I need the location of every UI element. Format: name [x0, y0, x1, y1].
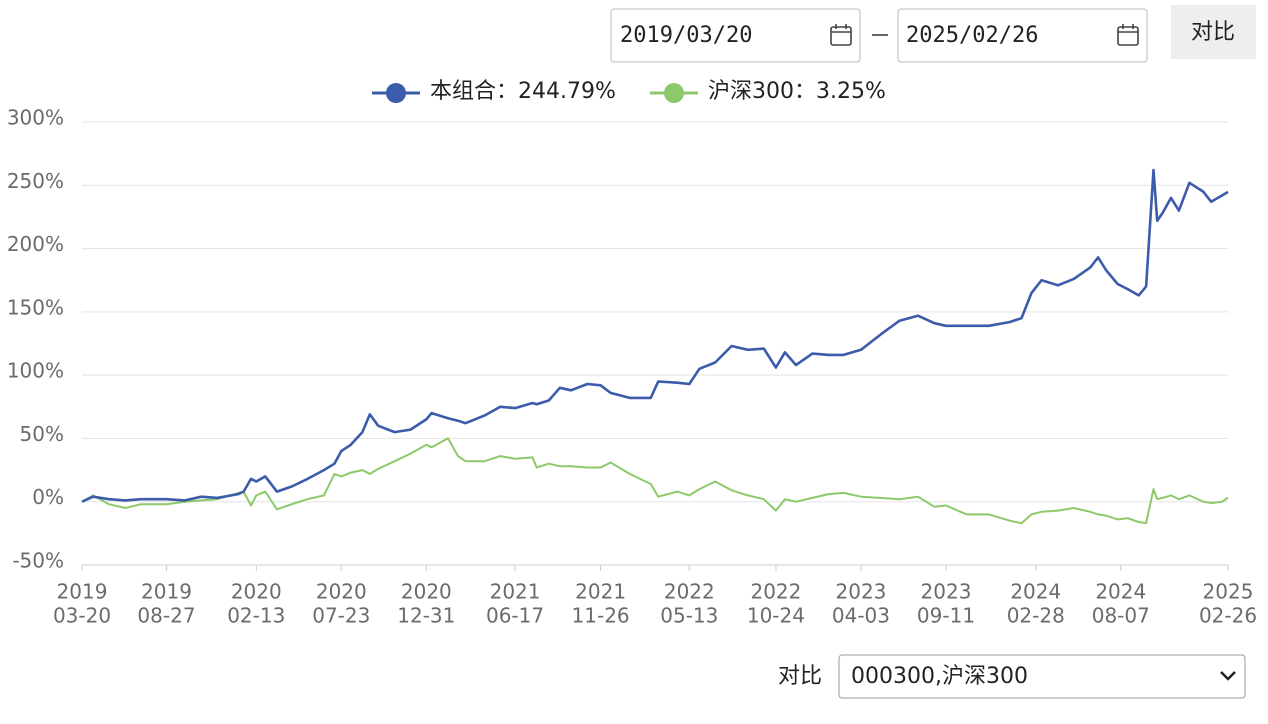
x-tick-label: 05-13 — [660, 604, 718, 628]
legend-label: 沪深300：3.25% — [708, 79, 886, 104]
x-tick-label: 02-28 — [1007, 604, 1065, 628]
y-tick-label: 100% — [7, 359, 64, 383]
compare-button-label: 对比 — [1191, 20, 1235, 45]
y-tick-label: 300% — [7, 106, 64, 130]
x-tick-label: 09-11 — [917, 604, 975, 628]
y-tick-label: 0% — [32, 485, 64, 509]
y-tick-label: 50% — [20, 422, 64, 446]
compare-button[interactable] — [1171, 5, 1256, 59]
x-tick-label: 2020 — [316, 580, 367, 604]
y-tick-label: 250% — [7, 169, 64, 193]
legend-label: 本组合：244.79% — [430, 79, 616, 104]
x-tick-label: 04-03 — [832, 604, 890, 628]
end-date: 2025/02/26 — [906, 23, 1038, 48]
x-tick-label: 2023 — [921, 580, 972, 604]
x-tick-label: 02-26 — [1199, 604, 1257, 628]
x-tick-label: 2025 — [1203, 580, 1254, 604]
x-tick-label: 2022 — [750, 580, 801, 604]
x-tick-label: 06-17 — [486, 604, 544, 628]
x-tick-label: 08-07 — [1092, 604, 1150, 628]
y-tick-label: 150% — [7, 295, 64, 319]
compare-label: 对比 — [778, 664, 822, 689]
x-tick-label: 2019 — [57, 580, 108, 604]
start-date-input[interactable] — [610, 8, 861, 63]
compare-select-value: 000300,沪深300 — [851, 664, 1028, 689]
legend-marker — [664, 83, 684, 103]
x-tick-label: 2020 — [231, 580, 282, 604]
x-tick-label: 2021 — [575, 580, 626, 604]
x-tick-label: 08-27 — [137, 604, 195, 628]
x-tick-label: 11-26 — [572, 604, 630, 628]
y-tick-label: 200% — [7, 232, 64, 256]
x-tick-label: 2023 — [836, 580, 887, 604]
start-date: 2019/03/20 — [620, 23, 752, 48]
legend-marker — [386, 83, 406, 103]
calendar-icon[interactable] — [830, 24, 852, 46]
series-line — [81, 437, 1229, 525]
x-tick-label: 02-13 — [227, 604, 285, 628]
x-tick-label: 2024 — [1010, 580, 1061, 604]
series-line — [81, 168, 1229, 503]
x-tick-label: 12-31 — [397, 604, 455, 628]
y-tick-label: -50% — [12, 549, 64, 573]
x-tick-label: 2020 — [401, 580, 452, 604]
compare-select[interactable] — [838, 654, 1246, 699]
x-tick-label: 10-24 — [747, 604, 805, 628]
x-tick-label: 03-20 — [53, 604, 111, 628]
select-chevron — [1220, 671, 1236, 681]
x-tick-label: 2021 — [490, 580, 541, 604]
x-tick-label: 07-23 — [312, 604, 370, 628]
x-tick-label: 2022 — [664, 580, 715, 604]
end-date-input[interactable] — [897, 8, 1148, 63]
calendar-icon[interactable] — [1117, 24, 1139, 46]
x-tick-label: 2024 — [1095, 580, 1146, 604]
x-tick-label: 2019 — [141, 580, 192, 604]
